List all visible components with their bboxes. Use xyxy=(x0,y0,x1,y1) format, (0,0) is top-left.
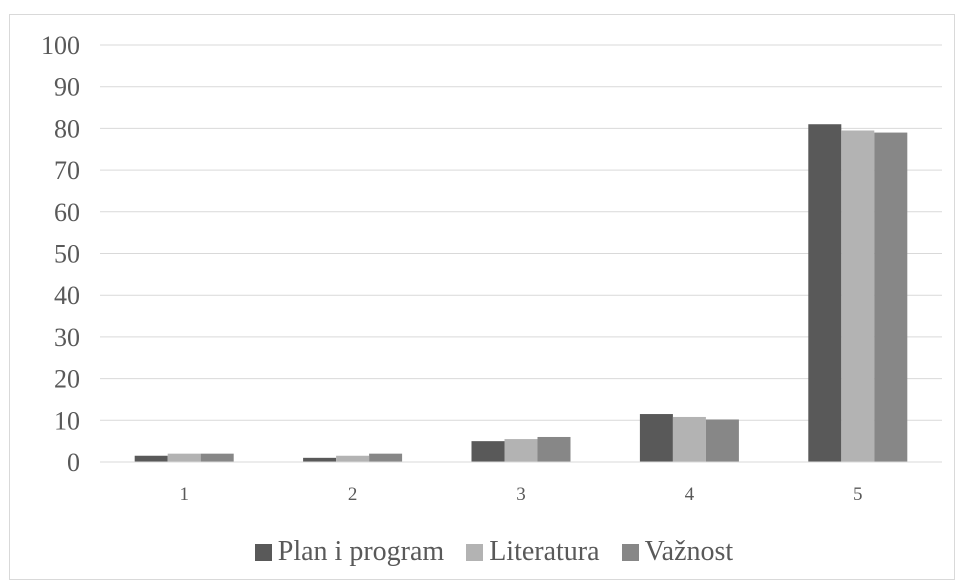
y-tick-label: 20 xyxy=(54,365,80,394)
bar-1-series-1 xyxy=(134,455,168,462)
bar-3-series-1 xyxy=(471,441,505,462)
y-tick-label: 10 xyxy=(54,406,80,435)
bar-4-series-1 xyxy=(639,414,673,462)
legend-item-series-2: Literatura xyxy=(466,536,600,567)
bar-3-series-2 xyxy=(504,439,538,462)
bars xyxy=(134,124,908,463)
bar-5-series-3 xyxy=(874,132,908,462)
chart-frame xyxy=(9,14,955,580)
legend-swatch-series-3 xyxy=(621,543,639,561)
y-tick-label: 90 xyxy=(54,73,80,102)
y-axis-ticks: 0 10 20 30 40 50 60 70 80 90 100 xyxy=(41,31,80,477)
bar-5-series-1 xyxy=(808,124,842,462)
legend-label-series-1: Plan i program xyxy=(277,536,445,567)
x-tick-label: 4 xyxy=(685,484,695,505)
x-tick-label: 2 xyxy=(348,484,358,505)
y-tick-label: 40 xyxy=(54,281,80,310)
y-tick-label: 0 xyxy=(67,448,80,477)
bar-2-series-2 xyxy=(336,455,370,462)
bar-5-series-2 xyxy=(841,130,875,463)
legend-swatch-series-1 xyxy=(254,543,272,561)
x-axis-ticks: 1 2 3 4 5 xyxy=(179,484,862,505)
gridlines xyxy=(100,44,942,421)
x-tick-label: 3 xyxy=(516,484,526,505)
bar-4-series-2 xyxy=(672,416,706,462)
bar-1-series-2 xyxy=(167,453,201,462)
y-tick-label: 80 xyxy=(54,114,80,143)
legend-label-series-3: Važnost xyxy=(644,536,734,567)
y-tick-label: 30 xyxy=(54,323,80,352)
x-tick-label: 5 xyxy=(853,484,863,505)
bar-4-series-3 xyxy=(705,419,739,462)
y-tick-label: 50 xyxy=(54,240,80,269)
bar-2-series-1 xyxy=(303,457,337,462)
bar-2-series-3 xyxy=(369,453,403,462)
legend-item-series-3: Važnost xyxy=(621,536,734,567)
x-tick-label: 1 xyxy=(179,484,189,505)
legend: Plan i program Literatura Važnost xyxy=(0,532,958,572)
y-tick-label: 60 xyxy=(54,198,80,227)
legend-swatch-series-2 xyxy=(466,543,484,561)
y-tick-label: 100 xyxy=(41,31,80,60)
legend-label-series-2: Literatura xyxy=(489,536,600,567)
bar-3-series-3 xyxy=(537,436,571,462)
y-tick-label: 70 xyxy=(54,156,80,185)
legend-item-series-1: Plan i program xyxy=(254,536,445,567)
bar-1-series-3 xyxy=(200,453,234,462)
